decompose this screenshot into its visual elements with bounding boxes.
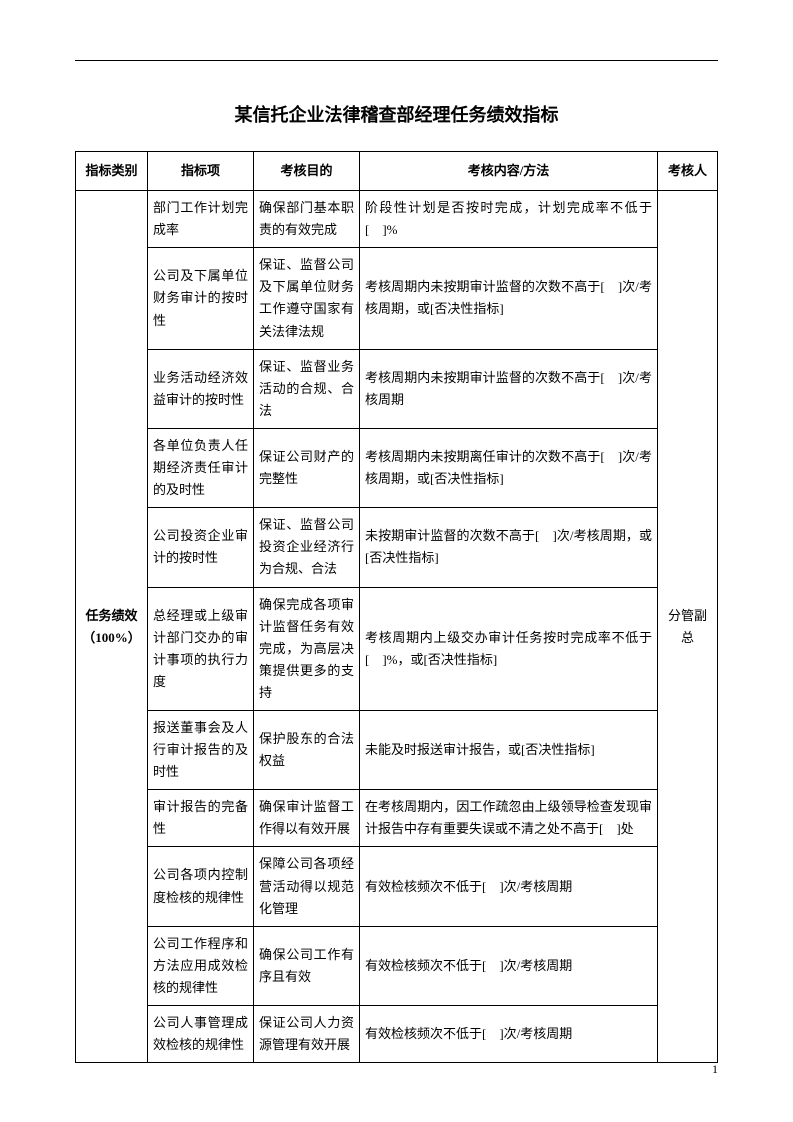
purpose-cell: 确保审计监督工作得以有效开展	[254, 790, 360, 847]
content-cell: 有效检核频次不低于[ ]次/考核周期	[360, 926, 658, 1005]
document-page: 某信托企业法律稽查部经理任务绩效指标 指标类别 指标项 考核目的 考核内容/方法…	[0, 0, 793, 1122]
item-cell: 公司各项内控制度检核的规律性	[148, 847, 254, 926]
header-item: 指标项	[148, 152, 254, 191]
header-content: 考核内容/方法	[360, 152, 658, 191]
content-cell: 考核周期内未按期离任审计的次数不高于[ ]次/考核周期，或[否决性指标]	[360, 428, 658, 507]
purpose-cell: 保证公司财产的完整性	[254, 428, 360, 507]
header-assessor: 考核人	[658, 152, 718, 191]
table-row: 总经理或上级审计部门交办的审计事项的执行力度 确保完成各项审计监督任务有效完成，…	[76, 587, 718, 710]
purpose-cell: 保证、监督业务活动的合规、合法	[254, 349, 360, 428]
content-cell: 未能及时报送审计报告，或[否决性指标]	[360, 710, 658, 789]
purpose-cell: 保证、监督公司及下属单位财务工作遵守国家有关法律法规	[254, 248, 360, 349]
table-row: 公司工作程序和方法应用成效检核的规律性 确保公司工作有序且有效 有效检核频次不低…	[76, 926, 718, 1005]
table-row: 报送董事会及人行审计报告的及时性 保护股东的合法权益 未能及时报送审计报告，或[…	[76, 710, 718, 789]
content-cell: 在考核周期内，因工作疏忽由上级领导检查发现审计报告中存有重要失误或不清之处不高于…	[360, 790, 658, 847]
table-row: 公司及下属单位财务审计的按时性 保证、监督公司及下属单位财务工作遵守国家有关法律…	[76, 248, 718, 349]
item-cell: 报送董事会及人行审计报告的及时性	[148, 710, 254, 789]
item-cell: 公司工作程序和方法应用成效检核的规律性	[148, 926, 254, 1005]
purpose-cell: 保证公司人力资源管理有效开展	[254, 1006, 360, 1063]
content-cell: 有效检核频次不低于[ ]次/考核周期	[360, 847, 658, 926]
purpose-cell: 确保完成各项审计监督任务有效完成，为高层决策提供更多的支持	[254, 587, 360, 710]
content-cell: 考核周期内上级交办审计任务按时完成率不低于[ ]%，或[否决性指标]	[360, 587, 658, 710]
item-cell: 业务活动经济效益审计的按时性	[148, 349, 254, 428]
table-header-row: 指标类别 指标项 考核目的 考核内容/方法 考核人	[76, 152, 718, 191]
content-cell: 有效检核频次不低于[ ]次/考核周期	[360, 1006, 658, 1063]
category-cell: 任务绩效（100%）	[76, 191, 148, 1063]
item-cell: 公司及下属单位财务审计的按时性	[148, 248, 254, 349]
content-cell: 考核周期内未按期审计监督的次数不高于[ ]次/考核周期，或[否决性指标]	[360, 248, 658, 349]
content-cell: 考核周期内未按期审计监督的次数不高于[ ]次/考核周期	[360, 349, 658, 428]
table-row: 公司投资企业审计的按时性 保证、监督公司投资企业经济行为合规、合法 未按期审计监…	[76, 508, 718, 587]
table-row: 审计报告的完备性 确保审计监督工作得以有效开展 在考核周期内，因工作疏忽由上级领…	[76, 790, 718, 847]
page-title: 某信托企业法律稽查部经理任务绩效指标	[75, 101, 718, 127]
table-row: 各单位负责人任期经济责任审计的及时性 保证公司财产的完整性 考核周期内未按期离任…	[76, 428, 718, 507]
header-category: 指标类别	[76, 152, 148, 191]
purpose-cell: 保护股东的合法权益	[254, 710, 360, 789]
table-row: 公司各项内控制度检核的规律性 保障公司各项经营活动得以规范化管理 有效检核频次不…	[76, 847, 718, 926]
item-cell: 部门工作计划完成率	[148, 191, 254, 248]
item-cell: 公司投资企业审计的按时性	[148, 508, 254, 587]
item-cell: 公司人事管理成效检核的规律性	[148, 1006, 254, 1063]
content-cell: 阶段性计划是否按时完成，计划完成率不低于[ ]%	[360, 191, 658, 248]
assessor-cell: 分管副总	[658, 191, 718, 1063]
header-purpose: 考核目的	[254, 152, 360, 191]
purpose-cell: 保证、监督公司投资企业经济行为合规、合法	[254, 508, 360, 587]
item-cell: 各单位负责人任期经济责任审计的及时性	[148, 428, 254, 507]
table-row: 任务绩效（100%） 部门工作计划完成率 确保部门基本职责的有效完成 阶段性计划…	[76, 191, 718, 248]
table-row: 公司人事管理成效检核的规律性 保证公司人力资源管理有效开展 有效检核频次不低于[…	[76, 1006, 718, 1063]
item-cell: 总经理或上级审计部门交办的审计事项的执行力度	[148, 587, 254, 710]
performance-table: 指标类别 指标项 考核目的 考核内容/方法 考核人 任务绩效（100%） 部门工…	[75, 151, 718, 1063]
table-row: 业务活动经济效益审计的按时性 保证、监督业务活动的合规、合法 考核周期内未按期审…	[76, 349, 718, 428]
content-cell: 未按期审计监督的次数不高于[ ]次/考核周期，或[否决性指标]	[360, 508, 658, 587]
purpose-cell: 保障公司各项经营活动得以规范化管理	[254, 847, 360, 926]
top-divider	[75, 60, 718, 61]
purpose-cell: 确保部门基本职责的有效完成	[254, 191, 360, 248]
purpose-cell: 确保公司工作有序且有效	[254, 926, 360, 1005]
page-number: 1	[712, 1062, 718, 1077]
item-cell: 审计报告的完备性	[148, 790, 254, 847]
